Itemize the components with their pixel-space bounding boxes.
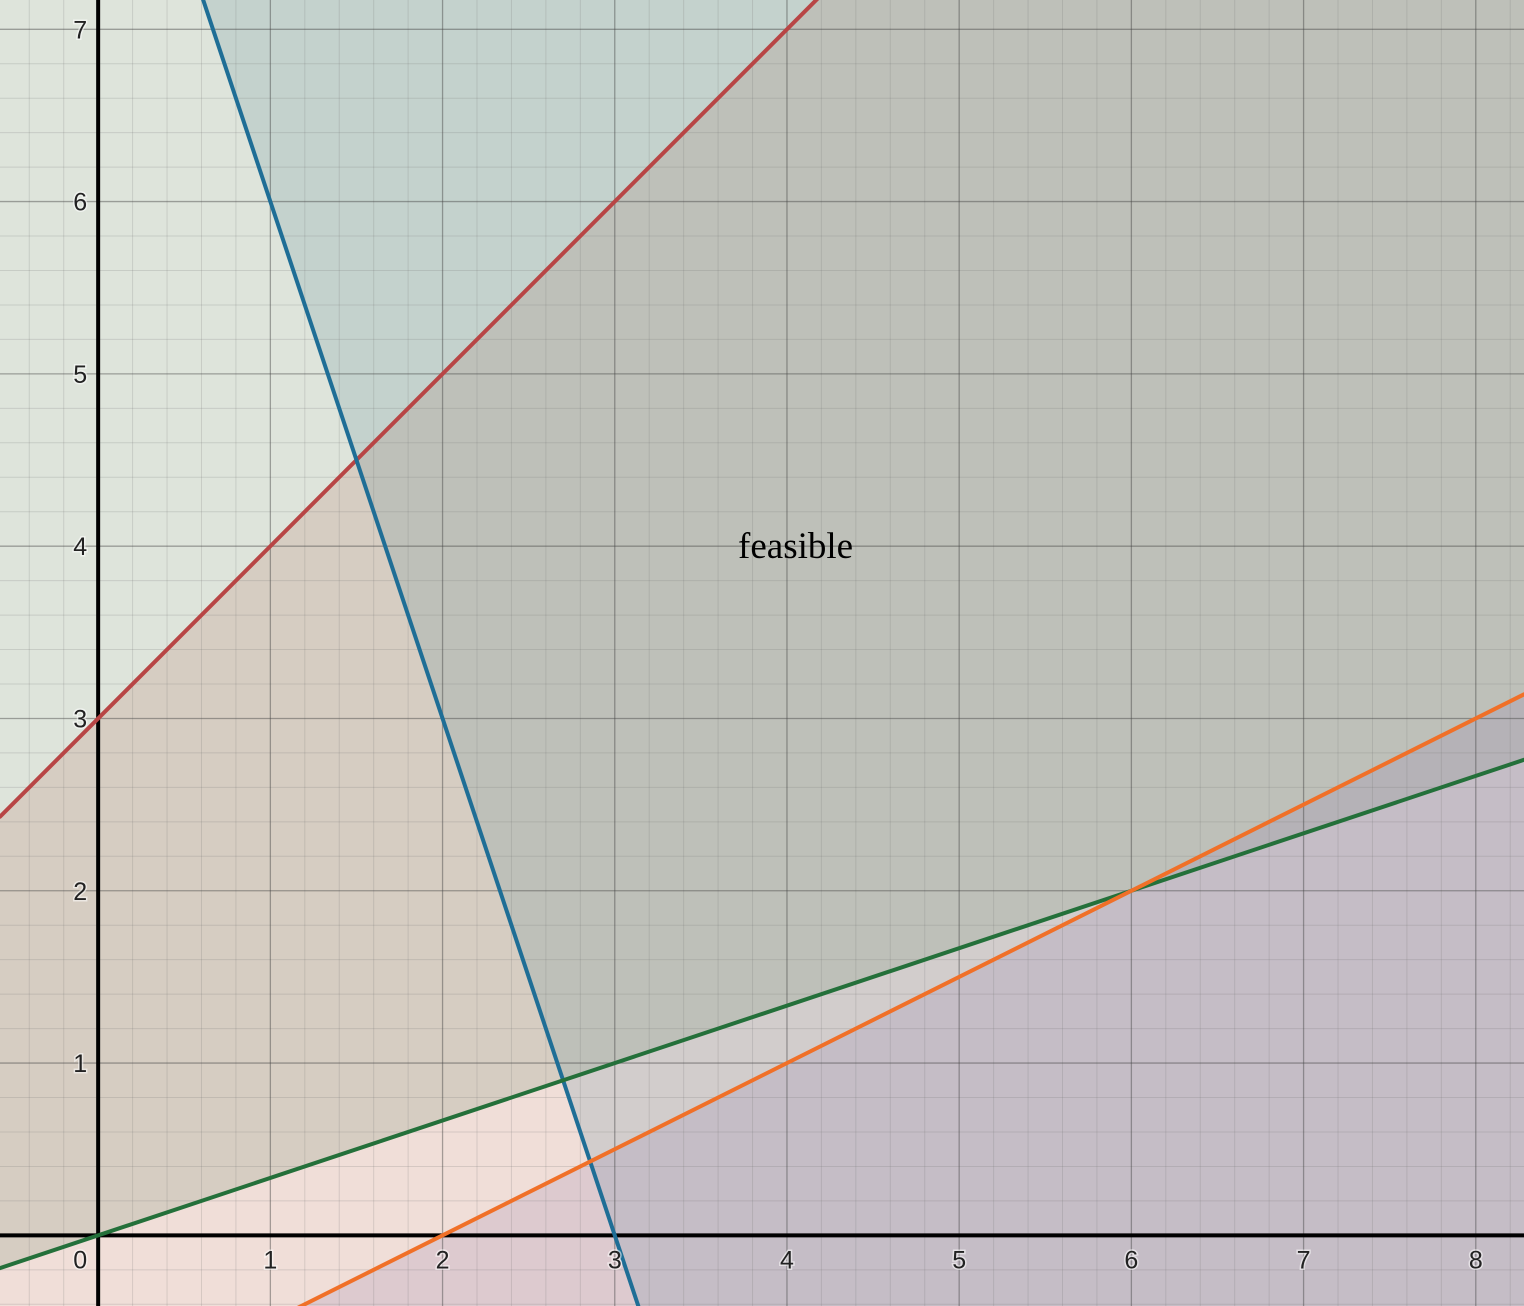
red-line: [0, 0, 820, 819]
x-tick-label: 3: [608, 1246, 622, 1274]
y-tick-label: 5: [73, 361, 87, 389]
x-tick-label: 6: [1124, 1246, 1138, 1274]
x-tick-label: 4: [780, 1246, 794, 1274]
orange-line: [296, 692, 1524, 1306]
x-tick-label: 2: [436, 1246, 450, 1274]
tick-labels: 0 1 2 3 4 5 6 7 8 1 2 3 4 5 6 7: [72, 15, 1485, 1276]
y-tick-label: 4: [73, 533, 87, 561]
y-tick-label: 6: [73, 189, 87, 217]
x-tick-label: 5: [952, 1246, 966, 1274]
feasible-annotation: feasible: [738, 526, 853, 567]
green-line: [0, 757, 1524, 1271]
x-tick-label: 1: [263, 1246, 277, 1274]
x-tick-label: 7: [1297, 1246, 1311, 1274]
y-tick-label: 3: [73, 705, 87, 733]
y-tick-label: 1: [73, 1050, 87, 1078]
x-tick-label: 0: [73, 1246, 87, 1274]
y-tick-label: 7: [73, 16, 87, 44]
y-tick-label: 2: [73, 878, 87, 906]
shade-green-line: [0, 0, 1524, 1269]
x-tick-label: 8: [1469, 1246, 1483, 1274]
